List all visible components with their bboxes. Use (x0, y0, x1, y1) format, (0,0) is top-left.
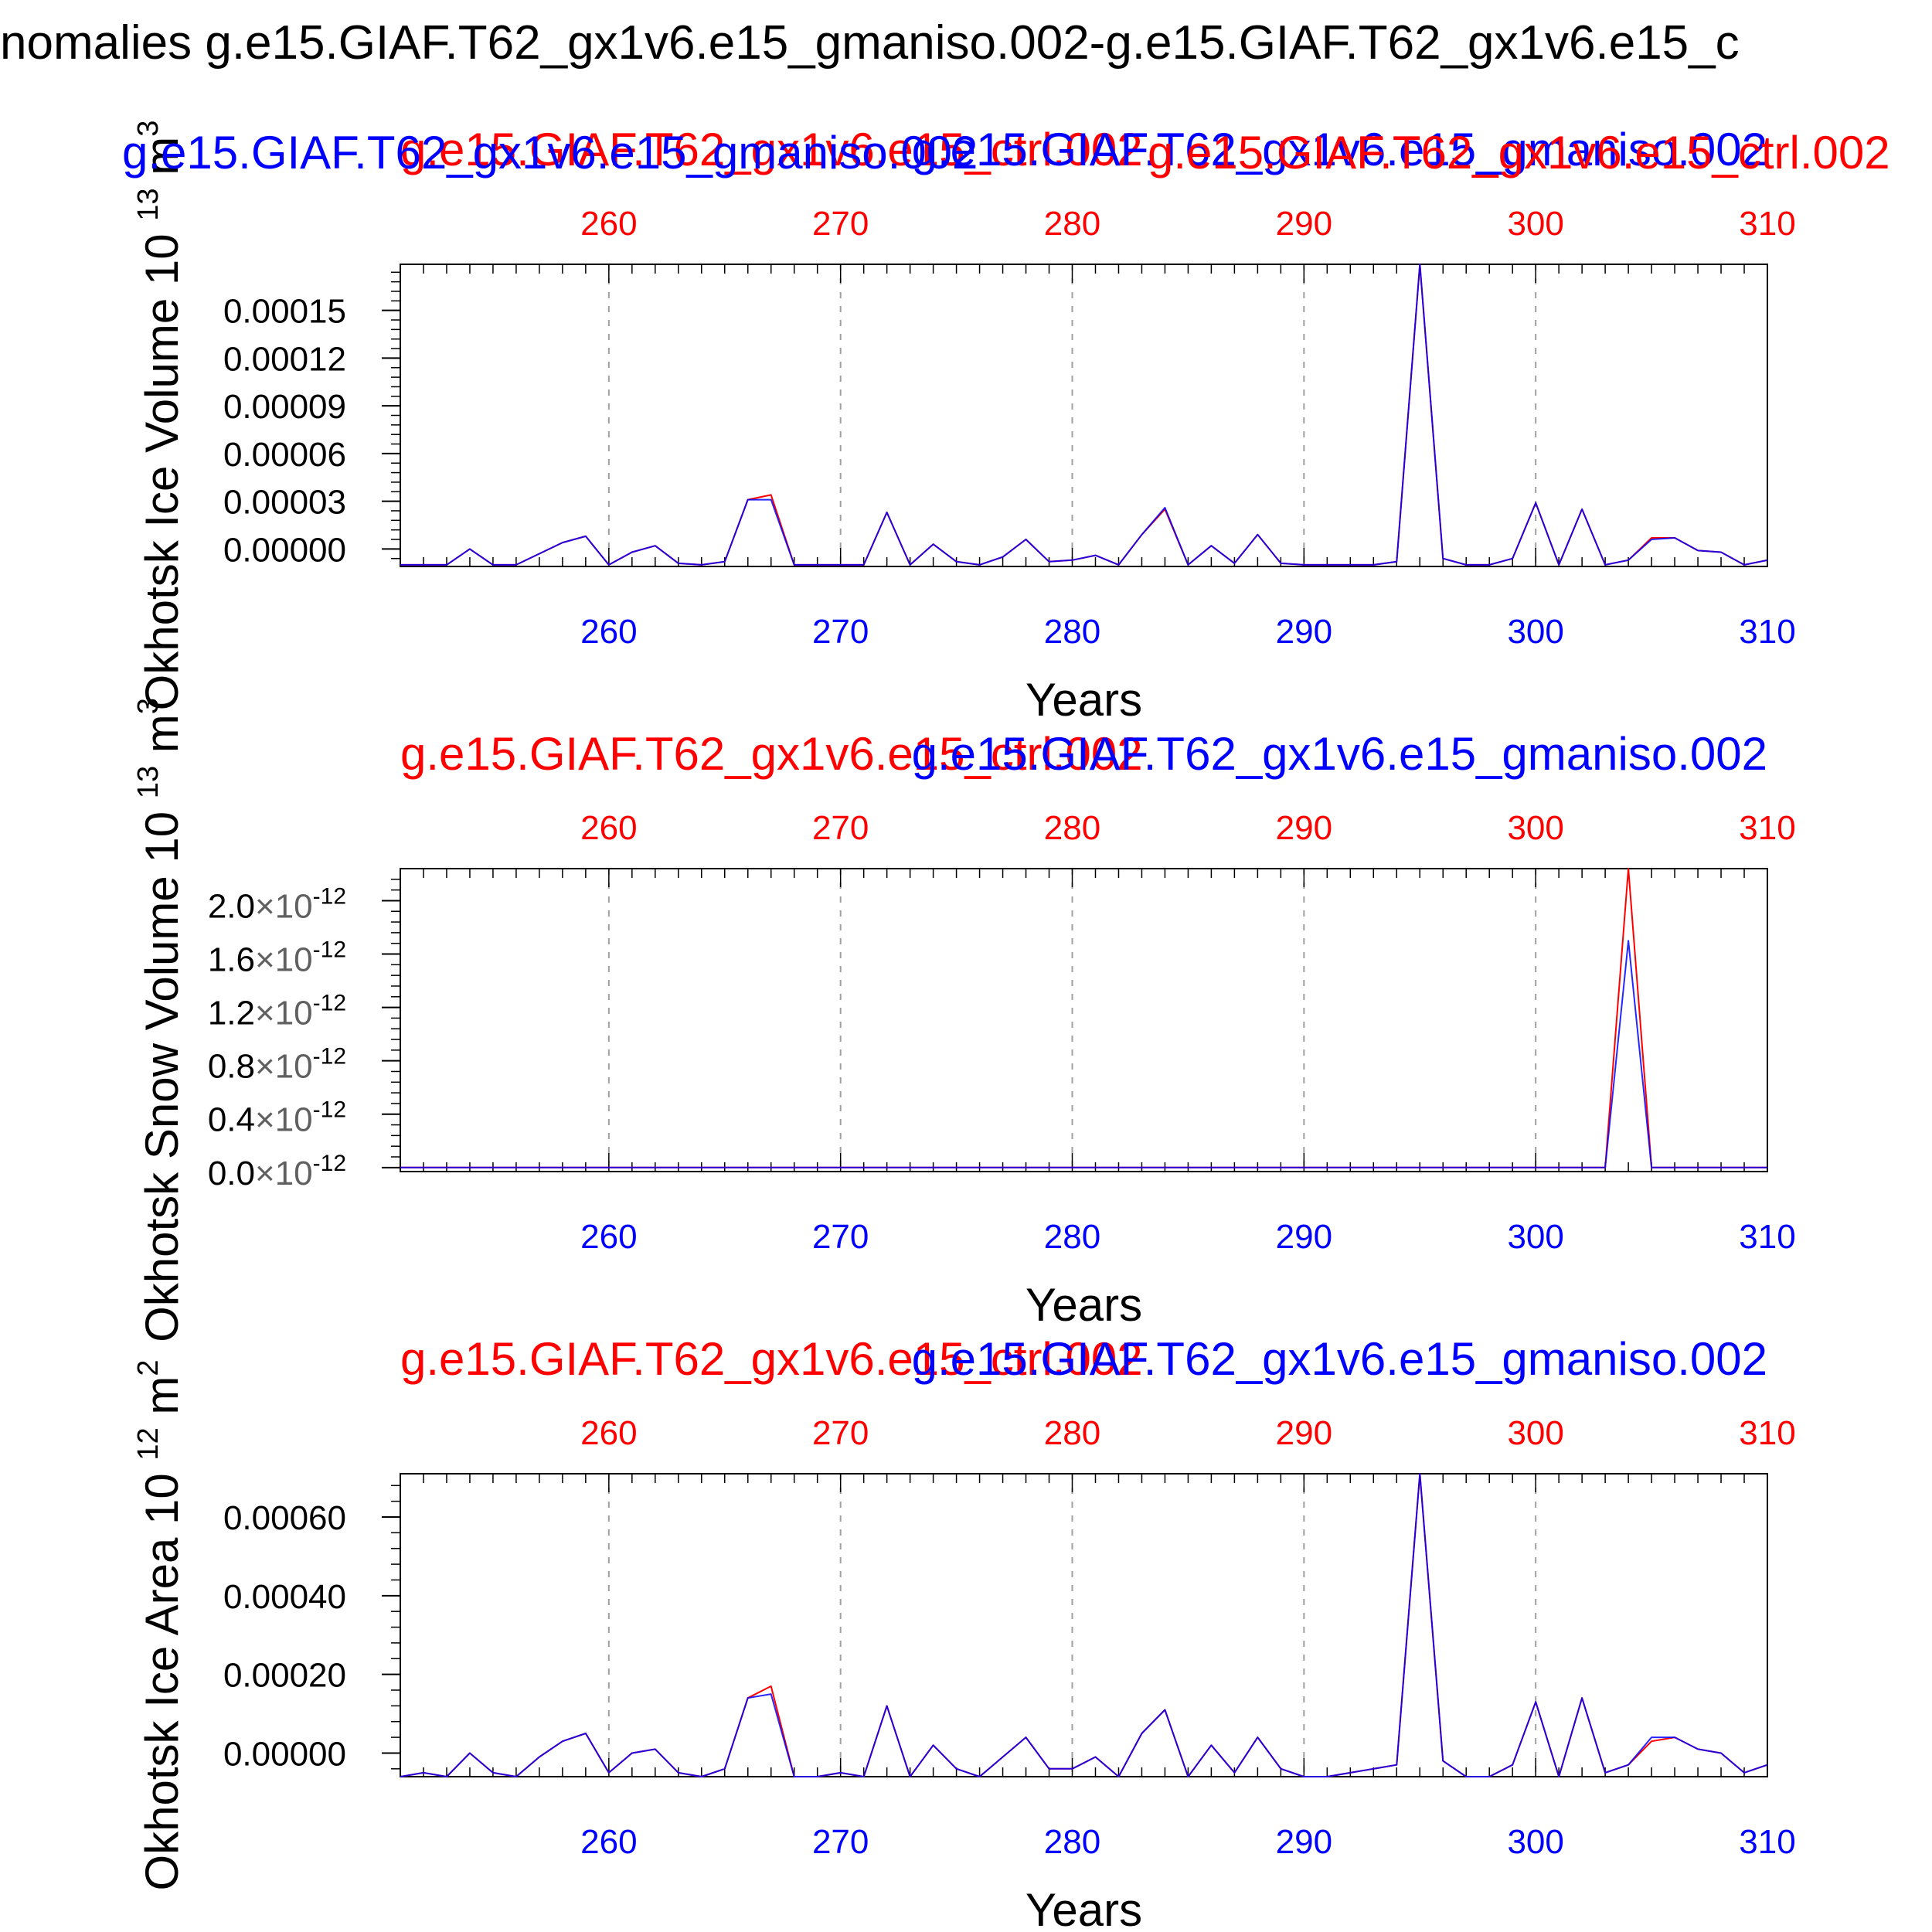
panel3-legend-aniso: g.e15.GIAF.T62_gx1v6.e15_gmaniso.002 (912, 1333, 1767, 1385)
panel1-x-tick-label-bottom: 310 (1739, 613, 1795, 651)
panel3-x-tick-label-bottom: 260 (580, 1823, 637, 1861)
panel1-x-tick-label-top: 280 (1044, 205, 1100, 243)
panel3-x-tick-label-top: 280 (1044, 1414, 1100, 1452)
panel2-x-tick-label-bottom: 270 (812, 1218, 869, 1256)
panel1-series-line-gmaniso (400, 264, 1767, 566)
panel2-x-tick-label-bottom: 280 (1044, 1218, 1100, 1256)
panel3-series-line-ctrl (400, 1473, 1767, 1777)
panel3-x-tick-label-top: 310 (1739, 1414, 1795, 1452)
panel1-x-tick-label-bottom: 300 (1507, 613, 1563, 651)
panel2-x-tick-label-bottom: 310 (1739, 1218, 1795, 1256)
panel3-y-tick-label: 0.00000 (223, 1735, 346, 1773)
panel1-legend-ctrl: g.e15.GIAF.T62_gx1v6.e15_ctrl.002 (400, 124, 1143, 175)
panel1-corner-label-left: g.e15.GIAF.T62_gx1v6.e15_gmaniso.002 (122, 127, 978, 179)
panel3-legend-ctrl: g.e15.GIAF.T62_gx1v6.e15_ctrl.002 (400, 1333, 1143, 1385)
panel3-x-tick-label-top: 260 (580, 1414, 637, 1452)
panel2-plot-frame (400, 868, 1768, 1172)
main-title: nomalies g.e15.GIAF.T62_gx1v6.e15_gmanis… (0, 16, 1740, 70)
panel2-y-tick-label: 1.2×10-12 (208, 991, 346, 1032)
panel2-y-tick-label: 0.4×10-12 (208, 1097, 346, 1139)
panel3-y-axis-label: Okhotsk Ice Area 10 12 m2 (132, 1359, 188, 1890)
panel1-x-tick-label-top: 270 (812, 205, 869, 243)
panel1-x-tick-label-bottom: 260 (580, 613, 637, 651)
panel2-y-tick-label: 1.6×10-12 (208, 937, 346, 979)
panel1-legend-aniso: g.e15.GIAF.T62_gx1v6.e15_gmaniso.002 (912, 124, 1767, 175)
panel3-x-tick-label-bottom: 290 (1276, 1823, 1332, 1861)
panel2-x-axis-label: Years (1026, 1279, 1142, 1331)
panel2-series-line-ctrl (400, 868, 1767, 1168)
panel1-x-tick-label-top: 300 (1507, 205, 1563, 243)
panel2-x-tick-label-top: 310 (1739, 809, 1795, 847)
panel1-series-line-ctrl (400, 264, 1767, 566)
panel3-x-tick-label-bottom: 270 (812, 1823, 869, 1861)
panel1-x-tick-label-bottom: 280 (1044, 613, 1100, 651)
panel1-y-tick-label: 0.00009 (223, 388, 346, 426)
panel2-legend-aniso: g.e15.GIAF.T62_gx1v6.e15_gmaniso.002 (912, 728, 1767, 780)
panel2-x-tick-label-top: 270 (812, 809, 869, 847)
panel3-x-axis-label: Years (1026, 1884, 1142, 1932)
panel2-x-tick-label-top: 290 (1276, 809, 1332, 847)
panel2-x-tick-label-bottom: 260 (580, 1218, 637, 1256)
panel3-x-tick-label-bottom: 280 (1044, 1823, 1100, 1861)
panel2-y-axis-label: Okhotsk Snow Volume 10 13 m3 (132, 698, 188, 1342)
panel2-x-tick-label-bottom: 300 (1507, 1218, 1563, 1256)
panel1-y-tick-label: 0.00012 (223, 340, 346, 378)
panel3-y-tick-label: 0.00020 (223, 1657, 346, 1695)
panel1-y-tick-label: 0.00006 (223, 436, 346, 474)
panel2-x-tick-label-top: 280 (1044, 809, 1100, 847)
panel1-x-axis-label: Years (1026, 674, 1142, 726)
panel3-x-tick-label-top: 300 (1507, 1414, 1563, 1452)
panel1-corner-label-right: g.e15.GIAF.T62_gx1v6.e15_ctrl.002 (1148, 127, 1890, 179)
panel3-x-tick-label-top: 270 (812, 1414, 869, 1452)
panel2-x-tick-label-top: 260 (580, 809, 637, 847)
panel2-legend-ctrl: g.e15.GIAF.T62_gx1v6.e15_ctrl.002 (400, 728, 1143, 780)
panel3-series-line-gmaniso (400, 1473, 1767, 1777)
panel3-x-tick-label-top: 290 (1276, 1414, 1332, 1452)
panel1-plot-frame (400, 264, 1768, 567)
panel2-y-tick-label: 0.0×10-12 (208, 1151, 346, 1192)
panel1-y-axis-label: Okhotsk Ice Volume 10 13 m3 (132, 121, 188, 711)
panel1-x-tick-label-top: 260 (580, 205, 637, 243)
panel1-x-tick-label-top: 310 (1739, 205, 1795, 243)
panel3-x-tick-label-bottom: 300 (1507, 1823, 1563, 1861)
panel2-series-line-gmaniso (400, 940, 1767, 1168)
panel2-y-tick-label: 0.8×10-12 (208, 1044, 346, 1086)
panel3-x-tick-label-bottom: 310 (1739, 1823, 1795, 1861)
panel1-y-tick-label: 0.00003 (223, 484, 346, 522)
panel1-x-tick-label-top: 290 (1276, 205, 1332, 243)
panel1-x-tick-label-bottom: 290 (1276, 613, 1332, 651)
panel1-y-tick-label: 0.00015 (223, 293, 346, 331)
panel2-x-tick-label-bottom: 290 (1276, 1218, 1332, 1256)
panel2-x-tick-label-top: 300 (1507, 809, 1563, 847)
panel2-y-tick-label: 2.0×10-12 (208, 883, 346, 925)
panel3-y-tick-label: 0.00060 (223, 1499, 346, 1537)
panel1-x-tick-label-bottom: 270 (812, 613, 869, 651)
panel3-y-tick-label: 0.00040 (223, 1578, 346, 1616)
panel1-y-tick-label: 0.00000 (223, 531, 346, 569)
panel3-plot-frame (400, 1473, 1768, 1777)
